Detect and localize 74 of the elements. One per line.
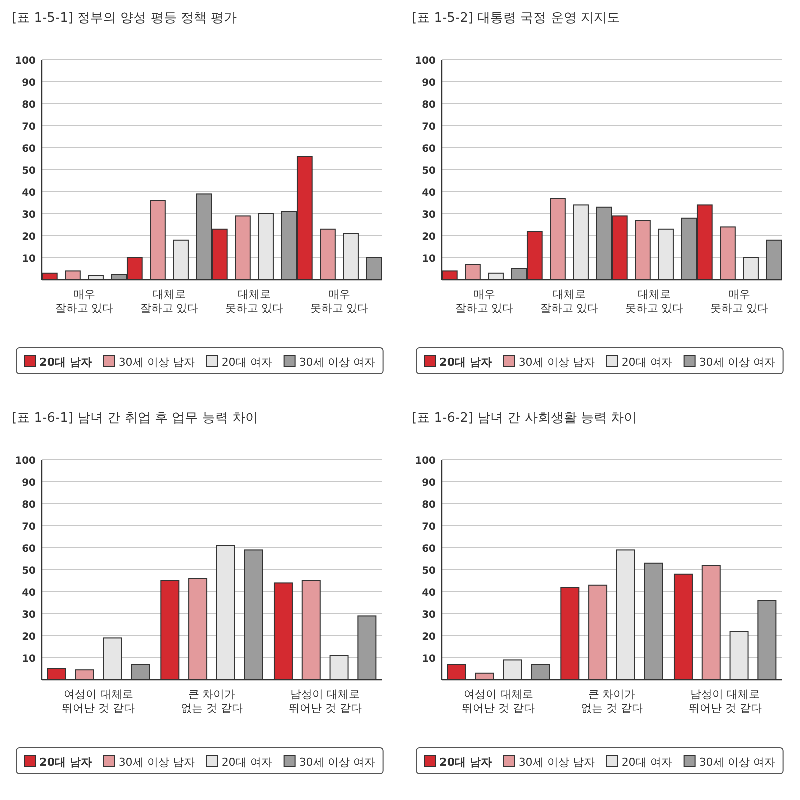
y-tick-label: 40 xyxy=(22,588,36,599)
y-tick-label: 80 xyxy=(22,500,36,511)
y-tick-label: 90 xyxy=(422,478,436,489)
x-tick-label: 큰 차이가 없는 것 같다 xyxy=(581,688,643,715)
legend-label: 20대 여자 xyxy=(222,356,272,369)
y-tick-label: 80 xyxy=(22,100,36,111)
x-tick-label: 여성이 대체로 뛰어난 것 같다 xyxy=(62,688,136,715)
y-tick-label: 80 xyxy=(422,100,436,111)
y-tick-label: 10 xyxy=(422,654,436,665)
x-tick-label: 매우 못하고 있다 xyxy=(310,288,369,315)
x-tick-label: 남성이 대체로 뛰어난 것 같다 xyxy=(688,688,762,715)
x-tick-label: 남성이 대체로 뛰어난 것 같다 xyxy=(288,688,362,715)
y-tick-label: 70 xyxy=(22,522,36,533)
chart-title: [표 1-5-2] 대통령 국정 운영 지지도 xyxy=(412,11,620,26)
y-tick-label: 100 xyxy=(15,56,36,67)
y-tick-label: 60 xyxy=(422,144,436,155)
legend-label: 30세 이상 남자 xyxy=(118,356,195,369)
legend-label: 20대 여자 xyxy=(622,756,672,769)
y-tick-label: 40 xyxy=(422,188,436,199)
y-tick-label: 100 xyxy=(415,56,436,67)
x-tick-label: 매우 잘하고 있다 xyxy=(455,288,514,315)
y-tick-label: 30 xyxy=(22,610,36,621)
legend-label: 30세 이상 남자 xyxy=(118,756,195,769)
legend-label: 20대 남자 xyxy=(40,356,92,369)
legend-label: 30세 이상 여자 xyxy=(699,756,776,769)
y-tick-label: 60 xyxy=(22,544,36,555)
y-tick-label: 90 xyxy=(22,78,36,89)
x-tick-label: 큰 차이가 없는 것 같다 xyxy=(181,688,243,715)
y-tick-label: 40 xyxy=(22,188,36,199)
y-tick-label: 70 xyxy=(422,122,436,133)
y-tick-label: 20 xyxy=(22,232,36,243)
y-tick-label: 70 xyxy=(22,122,36,133)
legend-label: 20대 남자 xyxy=(440,356,492,369)
y-tick-label: 60 xyxy=(22,144,36,155)
y-tick-label: 90 xyxy=(22,478,36,489)
x-tick-label: 매우 못하고 있다 xyxy=(710,288,769,315)
y-tick-label: 10 xyxy=(22,254,36,265)
chart-title: [표 1-6-2] 남녀 간 사회생활 능력 차이 xyxy=(412,411,638,426)
y-tick-label: 100 xyxy=(15,456,36,467)
chart-title: [표 1-6-1] 남녀 간 취업 후 업무 능력 차이 xyxy=(12,411,258,426)
legend-label: 20대 여자 xyxy=(222,756,272,769)
legend-label: 20대 여자 xyxy=(622,356,672,369)
x-tick-label: 여성이 대체로 뛰어난 것 같다 xyxy=(462,688,536,715)
y-tick-label: 90 xyxy=(422,78,436,89)
legend-label: 20대 남자 xyxy=(440,756,492,769)
legend-label: 30세 이상 여자 xyxy=(699,356,776,369)
legend-label: 20대 남자 xyxy=(40,756,92,769)
y-tick-label: 10 xyxy=(22,654,36,665)
legend-label: 30세 이상 여자 xyxy=(299,356,376,369)
y-tick-label: 40 xyxy=(422,588,436,599)
x-tick-label: 대체로 못하고 있다 xyxy=(225,288,284,315)
y-tick-label: 80 xyxy=(422,500,436,511)
y-tick-label: 60 xyxy=(422,544,436,555)
y-tick-label: 10 xyxy=(422,254,436,265)
legend-label: 30세 이상 여자 xyxy=(299,756,376,769)
y-tick-label: 70 xyxy=(422,522,436,533)
y-tick-label: 100 xyxy=(415,456,436,467)
chart-title: [표 1-5-1] 정부의 양성 평등 정책 평가 xyxy=(12,11,238,26)
legend-label: 30세 이상 남자 xyxy=(518,356,595,369)
y-tick-label: 20 xyxy=(22,632,36,643)
legend-label: 30세 이상 남자 xyxy=(518,756,595,769)
x-tick-label: 대체로 못하고 있다 xyxy=(625,288,684,315)
x-tick-label: 매우 잘하고 있다 xyxy=(55,288,114,315)
y-tick-label: 30 xyxy=(422,610,436,621)
x-tick-label: 대체로 잘하고 있다 xyxy=(540,288,599,315)
y-tick-label: 50 xyxy=(422,566,436,577)
y-tick-label: 50 xyxy=(422,166,436,177)
y-tick-label: 20 xyxy=(422,232,436,243)
y-tick-label: 30 xyxy=(422,210,436,221)
y-tick-label: 20 xyxy=(422,632,436,643)
y-tick-label: 50 xyxy=(22,166,36,177)
y-tick-label: 30 xyxy=(22,210,36,221)
y-tick-label: 50 xyxy=(22,566,36,577)
x-tick-label: 대체로 잘하고 있다 xyxy=(140,288,199,315)
